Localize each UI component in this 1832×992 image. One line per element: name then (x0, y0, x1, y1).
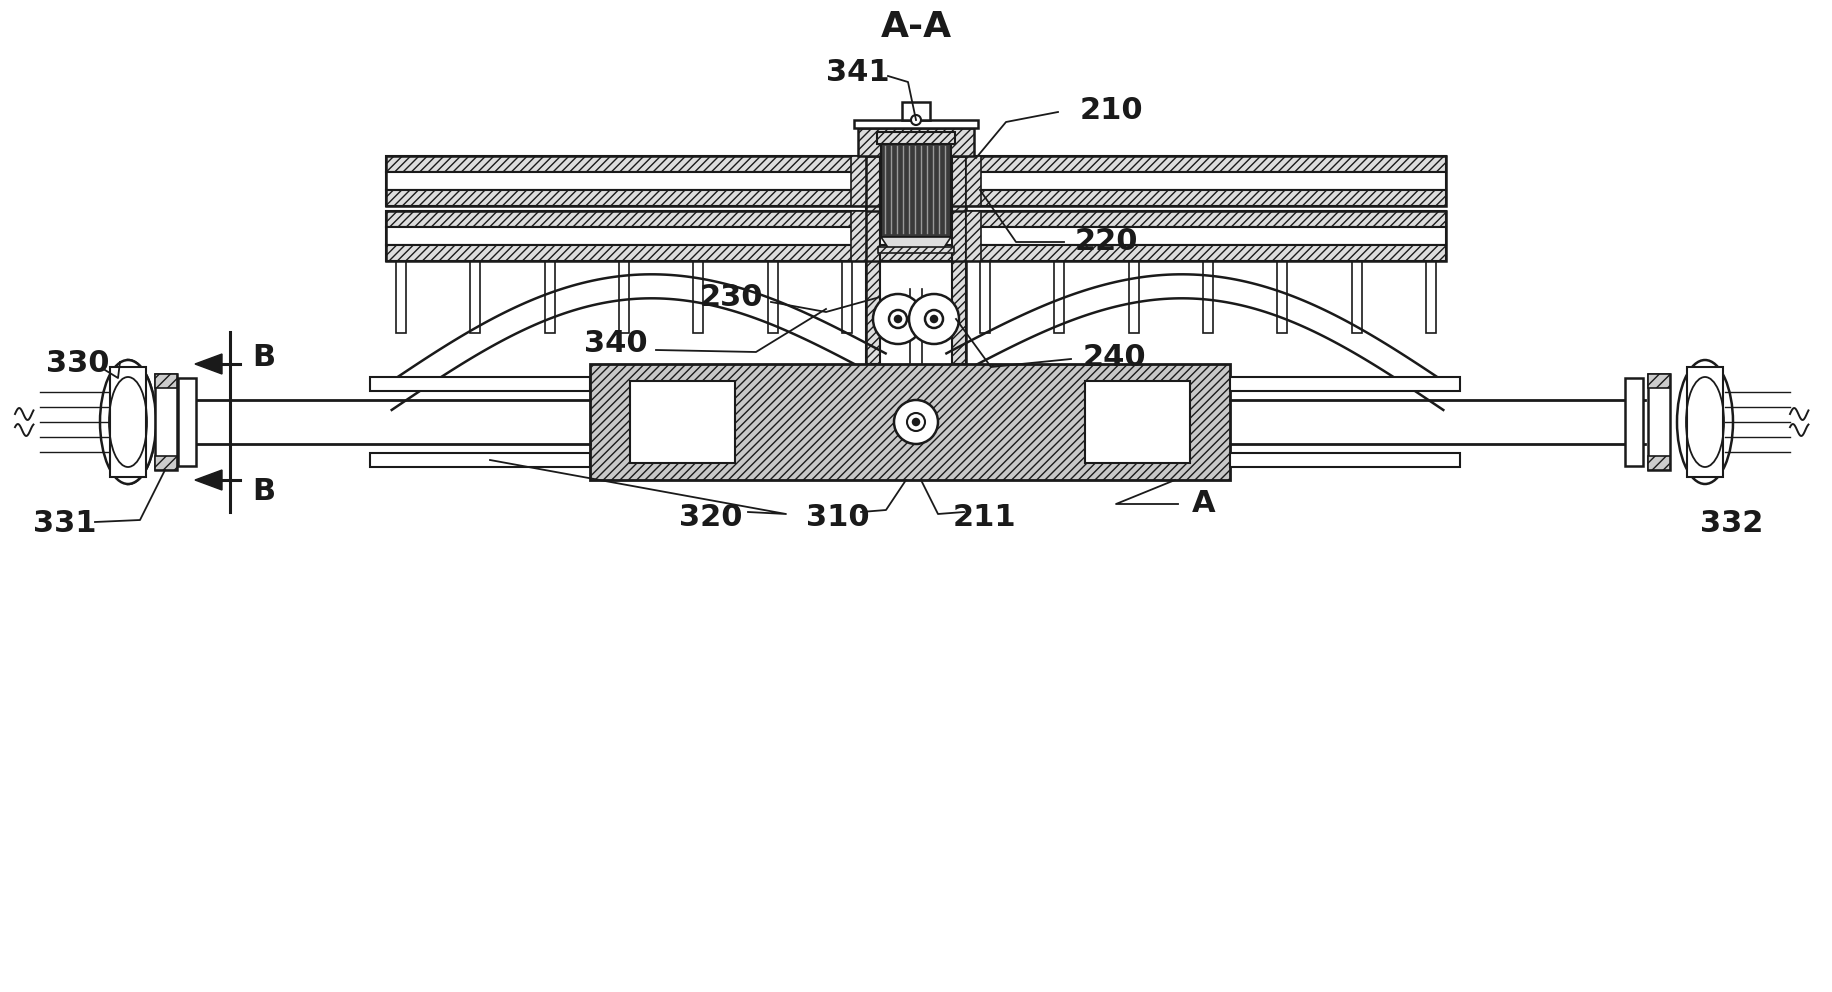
Bar (619, 261, 628, 333)
Bar (965, 156, 980, 206)
Bar (387, 211, 1445, 261)
Bar (951, 142, 965, 364)
Bar (850, 211, 865, 261)
Bar (1647, 374, 1669, 470)
Bar (881, 142, 951, 237)
Bar (865, 142, 879, 364)
Bar (544, 261, 555, 333)
Bar (110, 367, 147, 477)
Bar (370, 453, 590, 467)
Bar (590, 364, 1229, 480)
Text: 331: 331 (33, 510, 97, 539)
Circle shape (889, 310, 907, 328)
Bar (1350, 261, 1361, 333)
Bar (1685, 367, 1722, 477)
Text: 341: 341 (826, 58, 889, 86)
Bar (630, 381, 735, 463)
Bar (1129, 261, 1138, 333)
Bar (876, 132, 954, 144)
Text: 220: 220 (1074, 227, 1138, 257)
Bar (980, 261, 989, 333)
Bar (1277, 261, 1286, 333)
Bar (1647, 456, 1669, 470)
Bar (387, 156, 1445, 206)
Text: 320: 320 (680, 503, 742, 532)
Circle shape (909, 294, 958, 344)
Bar (1625, 378, 1641, 466)
Text: B: B (253, 343, 275, 373)
Bar (387, 227, 1445, 245)
Bar (156, 374, 178, 388)
Bar (1229, 377, 1460, 391)
Bar (396, 261, 405, 333)
Circle shape (894, 400, 938, 444)
Text: 310: 310 (806, 503, 870, 532)
Text: 210: 210 (1079, 95, 1141, 125)
Ellipse shape (1676, 360, 1731, 484)
Ellipse shape (101, 360, 156, 484)
Circle shape (872, 294, 923, 344)
Bar (387, 172, 1445, 190)
Bar (879, 142, 951, 364)
Bar (1085, 381, 1189, 463)
Bar (965, 211, 980, 261)
Circle shape (925, 310, 942, 328)
Text: 211: 211 (951, 503, 1015, 532)
Circle shape (931, 316, 936, 322)
Bar (1202, 261, 1213, 333)
Text: 332: 332 (1700, 510, 1762, 539)
Bar (768, 261, 777, 333)
Circle shape (911, 115, 920, 125)
Text: 240: 240 (1081, 342, 1145, 371)
Bar (878, 247, 953, 253)
Bar (387, 190, 1445, 206)
Circle shape (907, 413, 925, 431)
Polygon shape (881, 237, 951, 249)
Bar (1053, 261, 1064, 333)
Bar (387, 156, 1445, 172)
Polygon shape (194, 470, 222, 490)
Text: 230: 230 (698, 283, 762, 311)
Bar (857, 128, 973, 156)
Bar (841, 261, 852, 333)
Circle shape (894, 316, 901, 322)
Bar (387, 211, 1445, 227)
Bar (854, 120, 978, 128)
Bar (1647, 374, 1669, 388)
Text: A: A (1191, 489, 1215, 519)
Bar (850, 156, 865, 206)
Text: A-A: A-A (879, 10, 951, 44)
Text: 340: 340 (584, 329, 647, 358)
Bar (156, 456, 178, 470)
Polygon shape (194, 354, 222, 374)
Bar (370, 377, 590, 391)
Bar (156, 374, 178, 470)
Bar (901, 102, 929, 120)
Text: 330: 330 (46, 349, 110, 379)
Bar (178, 378, 196, 466)
Bar (471, 261, 480, 333)
Polygon shape (128, 360, 156, 484)
Bar (692, 261, 703, 333)
Text: B: B (253, 477, 275, 507)
Circle shape (912, 419, 918, 425)
Bar (1229, 453, 1460, 467)
Bar (1425, 261, 1434, 333)
Bar (387, 245, 1445, 261)
